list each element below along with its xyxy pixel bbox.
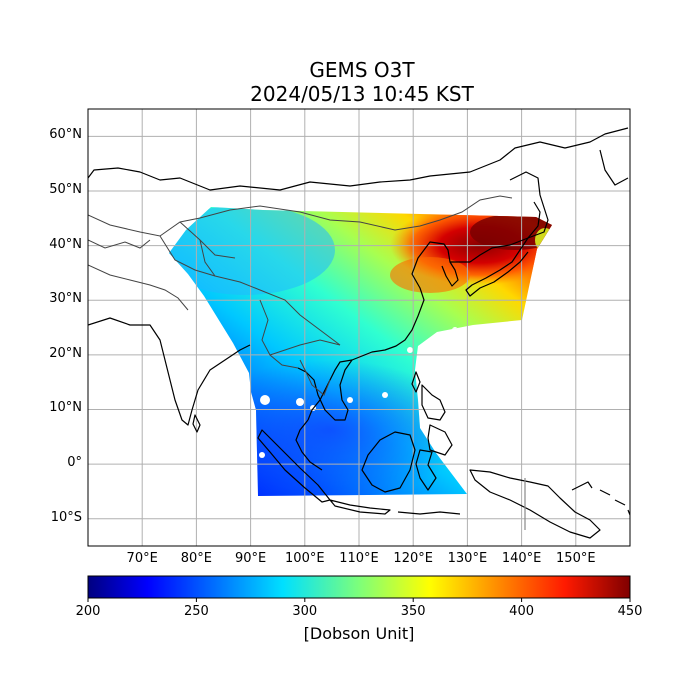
colorbar-tick-label: 300 [292, 604, 318, 619]
lat-tick-label: 0° [67, 455, 82, 471]
map-title: GEMS O3T [309, 58, 415, 82]
lon-tick-label: 100°E [285, 551, 325, 566]
lat-tick-label: 10°N [49, 400, 82, 416]
map-gridlines [88, 109, 630, 546]
lon-tick-label: 150°E [556, 551, 596, 566]
colorbar-tick-label: 350 [400, 604, 426, 619]
lon-tick-label: 140°E [501, 551, 542, 566]
colorbar-gradient [87, 575, 631, 599]
colorbar-tick-label: 400 [509, 604, 534, 619]
lat-tick-label: 60°N [49, 127, 82, 143]
lon-tick-label: 80°E [180, 551, 213, 566]
colorbar-tick-label: 200 [75, 604, 101, 619]
colorbar-tick-label: 450 [617, 604, 643, 619]
map-subtitle-datetime: 2024/05/13 10:45 KST [250, 82, 474, 106]
lat-tick-label: 10°S [50, 509, 82, 525]
country-borders [88, 195, 513, 396]
lon-tick-label: 130°E [447, 551, 488, 566]
colorbar-tick-label: 250 [183, 604, 209, 619]
colorbar-label: [Dobson Unit] [303, 624, 415, 643]
coastlines [88, 127, 630, 539]
lon-tick-label: 120°E [393, 551, 433, 566]
lat-tick-label: 50°N [49, 181, 82, 197]
lat-tick-label: 20°N [49, 345, 82, 361]
lon-tick-label: 110°E [339, 551, 379, 566]
lon-tick-label: 90°E [234, 551, 267, 566]
lon-tick-label: 70°E [126, 551, 158, 566]
lat-tick-label: 30°N [49, 291, 82, 307]
lat-tick-label: 40°N [49, 236, 82, 252]
